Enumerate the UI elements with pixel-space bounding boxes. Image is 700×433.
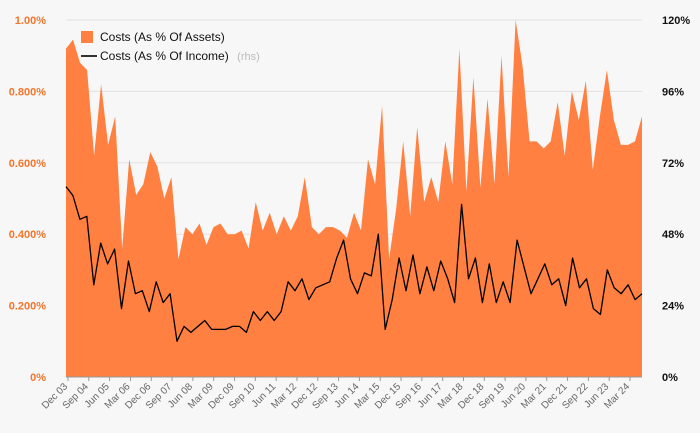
left-tick-label: 0.200% bbox=[9, 301, 47, 313]
legend-label-line: Costs (As % Of Income) (rhs) bbox=[100, 47, 260, 64]
right-tick-label: 48% bbox=[662, 229, 684, 241]
right-tick-label: 72% bbox=[662, 158, 684, 170]
left-tick-label: 0.400% bbox=[9, 229, 47, 241]
legend-label-area: Costs (As % Of Assets) bbox=[100, 30, 225, 44]
series-line-costs-income bbox=[65, 186, 643, 342]
right-tick-label: 96% bbox=[662, 86, 684, 98]
legend-swatch-area bbox=[81, 31, 93, 43]
left-tick-label: 0% bbox=[30, 372, 46, 384]
legend-label-line-name: Costs (As % Of Income) bbox=[100, 49, 229, 63]
left-axis-ticks: 0% 0.200% 0.400% 0.600% 0.800% 1.00% bbox=[9, 15, 47, 384]
legend: Costs (As % Of Assets) Costs (As % Of In… bbox=[81, 30, 260, 64]
left-tick-label: 0.600% bbox=[9, 158, 47, 170]
left-tick-label: 1.00% bbox=[15, 15, 46, 27]
legend-label-line-suffix: (rhs) bbox=[237, 51, 260, 63]
right-tick-label: 0% bbox=[662, 372, 678, 384]
series-area-costs-assets bbox=[66, 20, 642, 377]
right-axis-ticks: 0% 24% 48% 72% 96% 120% bbox=[662, 15, 690, 384]
right-tick-label: 24% bbox=[662, 301, 684, 313]
right-tick-label: 120% bbox=[662, 15, 690, 27]
left-tick-label: 0.800% bbox=[9, 86, 47, 98]
